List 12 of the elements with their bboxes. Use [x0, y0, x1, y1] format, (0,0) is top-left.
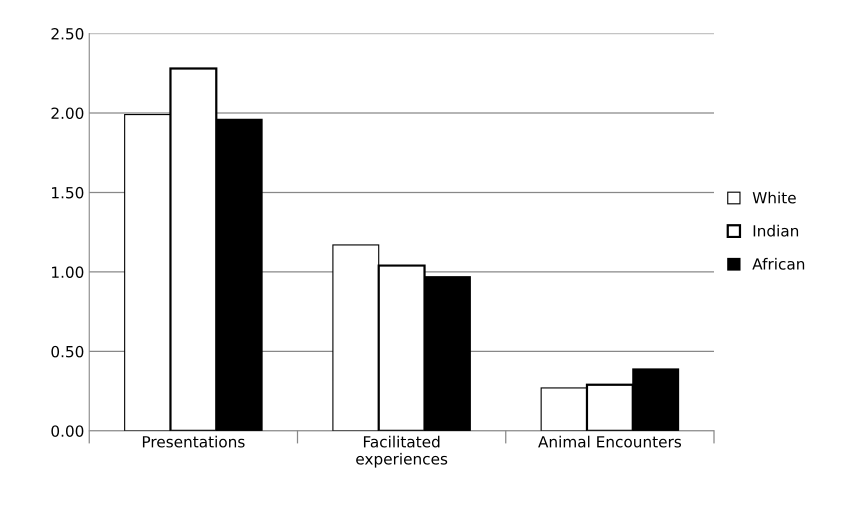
legend-label: Indian [754, 224, 798, 237]
y-tick-label: 1.00 [52, 266, 84, 278]
legend-label: White [752, 192, 796, 204]
x-tick-label: Animal Encounters [538, 436, 682, 448]
y-tick-label: 1.50 [52, 186, 84, 198]
y-tick-label: 0.00 [51, 425, 84, 437]
y-tick-label: 2.00 [51, 107, 84, 120]
legend-label: African [752, 258, 804, 270]
x-tick-label: Presentations [142, 436, 245, 448]
y-tick-label: 0.50 [51, 346, 84, 358]
x-tick-label: Facilitated experiences [356, 436, 448, 468]
y-tick-label: 2.50 [51, 28, 84, 40]
